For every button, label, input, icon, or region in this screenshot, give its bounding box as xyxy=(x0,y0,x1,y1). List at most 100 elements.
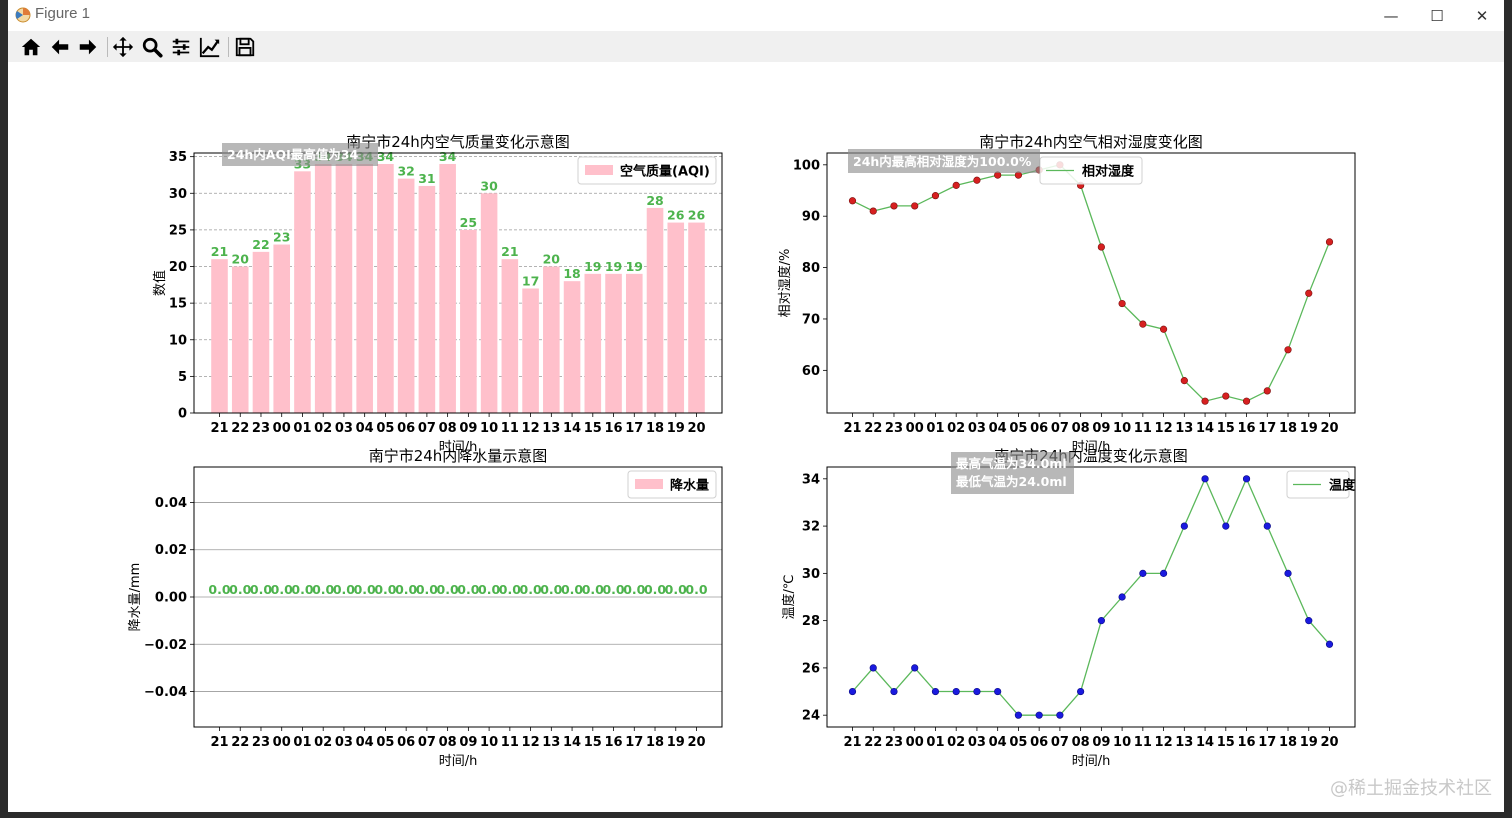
panel1-x-tick-label: 15 xyxy=(584,421,602,436)
panel1-x-tick-label: 10 xyxy=(480,421,498,436)
panel2-x-tick-label: 23 xyxy=(885,421,903,436)
panel1-legend-box xyxy=(577,156,717,185)
panel2-x-tick-label: 01 xyxy=(926,421,944,436)
panel3-value-label: 0.0 xyxy=(354,582,376,597)
panel1-y-axis-label: 数值 xyxy=(152,270,168,296)
panel1-x-tick-label: 14 xyxy=(563,421,581,436)
panel2-point-20 xyxy=(1325,238,1334,246)
panel2-legend-label: 相对湿度 xyxy=(1082,164,1135,180)
panel4-x-tick-label: 02 xyxy=(947,735,965,750)
panel1-bar-02 xyxy=(314,163,332,413)
panel4-x-tick-label: 03 xyxy=(968,735,986,750)
maximize-button[interactable]: ☐ xyxy=(1430,6,1444,25)
panel3-x-tick-label: 12 xyxy=(522,735,540,750)
panel3-value-label: 0.0 xyxy=(250,582,272,597)
close-button[interactable]: ✕ xyxy=(1475,6,1489,25)
panel2-point-09 xyxy=(1097,243,1105,251)
panel4-x-tick-label: 23 xyxy=(885,735,903,750)
panel3-value-label: 0.0 xyxy=(665,582,687,597)
panel2-point-14 xyxy=(1201,397,1209,405)
title-bar: Figure 1 — ☐ ✕ xyxy=(8,0,1504,31)
panel3-x-tick-label: 01 xyxy=(293,735,311,750)
toolbar-separator xyxy=(107,37,108,57)
panel2-x-tick-label: 18 xyxy=(1279,421,1297,436)
panel4-y-tick-label: 34 xyxy=(802,472,820,487)
panel3-value-label: 0.0 xyxy=(457,582,479,597)
panel1-bar-21 xyxy=(211,259,228,413)
pan-icon[interactable] xyxy=(110,34,136,60)
home-icon[interactable] xyxy=(18,34,44,60)
panel1-x-tick-label: 20 xyxy=(687,421,705,436)
panel2-x-tick-label: 20 xyxy=(1320,421,1338,436)
panel2-x-tick-label: 04 xyxy=(989,421,1007,436)
watermark-text: @稀土掘金技术社区 xyxy=(1330,778,1492,799)
panel4-point-15 xyxy=(1222,522,1230,530)
panel3-value-label: 0.0 xyxy=(644,582,666,597)
panel4-x-tick-label: 16 xyxy=(1237,735,1255,750)
minimize-button[interactable]: — xyxy=(1383,6,1399,25)
panel1-bar-18 xyxy=(646,207,664,413)
panel1-value-label: 21 xyxy=(211,244,228,259)
panel2-point-11 xyxy=(1139,320,1147,328)
panel3-x-tick-label: 17 xyxy=(625,735,643,750)
panel4-x-tick-label: 09 xyxy=(1092,735,1110,750)
back-icon[interactable] xyxy=(47,34,73,60)
panel1-y-tick-label: 30 xyxy=(169,187,187,202)
panel1-value-label: 21 xyxy=(501,244,518,259)
panel1-x-tick-label: 19 xyxy=(667,421,685,436)
panel1-bar-12 xyxy=(522,288,539,413)
panel3-x-tick-label: 16 xyxy=(604,735,622,750)
panel2-point-00 xyxy=(911,202,919,210)
panel3-y-tick-label: −0.02 xyxy=(144,638,187,653)
panel4-y-tick-label: 32 xyxy=(802,520,820,535)
panel1-value-label: 23 xyxy=(273,230,290,245)
panel4-point-07 xyxy=(1056,711,1064,719)
panel2-x-tick-label: 19 xyxy=(1300,421,1318,436)
panel3-x-tick-label: 19 xyxy=(667,735,685,750)
panel2-axes-frame xyxy=(826,152,1356,414)
panel1-bar-00 xyxy=(273,244,291,413)
panel2-point-03 xyxy=(973,176,981,184)
panel1-y-tick-label: 10 xyxy=(169,333,187,348)
panel4-x-tick-label: 08 xyxy=(1072,735,1090,750)
save-icon[interactable] xyxy=(232,34,258,60)
navigation-toolbar xyxy=(8,31,1504,62)
panel2-x-tick-label: 05 xyxy=(1009,421,1027,436)
panel1-x-tick-label: 08 xyxy=(439,421,457,436)
panel3-y-tick-label: −0.04 xyxy=(144,685,187,700)
panel3-value-label: 0.0 xyxy=(437,582,459,597)
panel3-x-tick-label: 04 xyxy=(356,735,374,750)
figure-canvas[interactable]: 2120222333343434343231342530211720181919… xyxy=(8,62,1504,812)
panel2-x-tick-label: 10 xyxy=(1113,421,1131,436)
panel1-x-tick-label: 13 xyxy=(542,421,560,436)
panel1-value-label: 18 xyxy=(563,266,580,281)
panel3-x-axis-label: 时间/h xyxy=(439,754,478,769)
configure-subplots-icon[interactable] xyxy=(168,34,194,60)
forward-icon[interactable] xyxy=(75,34,101,60)
panel1-value-label: 22 xyxy=(252,237,269,252)
panel2-x-tick-label: 11 xyxy=(1134,421,1152,436)
panel4-point-04 xyxy=(994,687,1002,696)
panel1-x-tick-label: 06 xyxy=(397,421,415,436)
panel3-value-label: 0.0 xyxy=(312,582,334,597)
panel1-value-label: 25 xyxy=(460,215,477,230)
panel2-x-tick-label: 09 xyxy=(1092,421,1110,436)
panel2-x-tick-label: 13 xyxy=(1175,421,1193,436)
panel3-x-tick-label: 07 xyxy=(418,735,436,750)
panel1-bar-13 xyxy=(543,266,560,413)
panel4-series-line xyxy=(852,477,1330,716)
panel2-point-19 xyxy=(1305,289,1313,297)
panel1-x-tick-label: 05 xyxy=(376,421,394,436)
panel3-value-label: 0.0 xyxy=(561,582,583,597)
panel1-chart-title: 南宁市24h内空气质量变化示意图 xyxy=(346,133,570,151)
panel1-bar-10 xyxy=(480,193,498,413)
panel2-y-axis-label: 相对湿度/% xyxy=(777,249,793,318)
panel2-y-tick-label: 60 xyxy=(802,364,820,379)
panel1-value-label: 31 xyxy=(418,171,435,186)
panel4-point-03 xyxy=(973,687,981,696)
zoom-icon[interactable] xyxy=(139,34,165,60)
panel3-x-tick-label: 09 xyxy=(459,735,477,750)
panel1-x-tick-label: 09 xyxy=(459,421,477,436)
edit-axis-icon[interactable] xyxy=(197,34,223,60)
panel1-x-tick-label: 17 xyxy=(625,421,643,436)
